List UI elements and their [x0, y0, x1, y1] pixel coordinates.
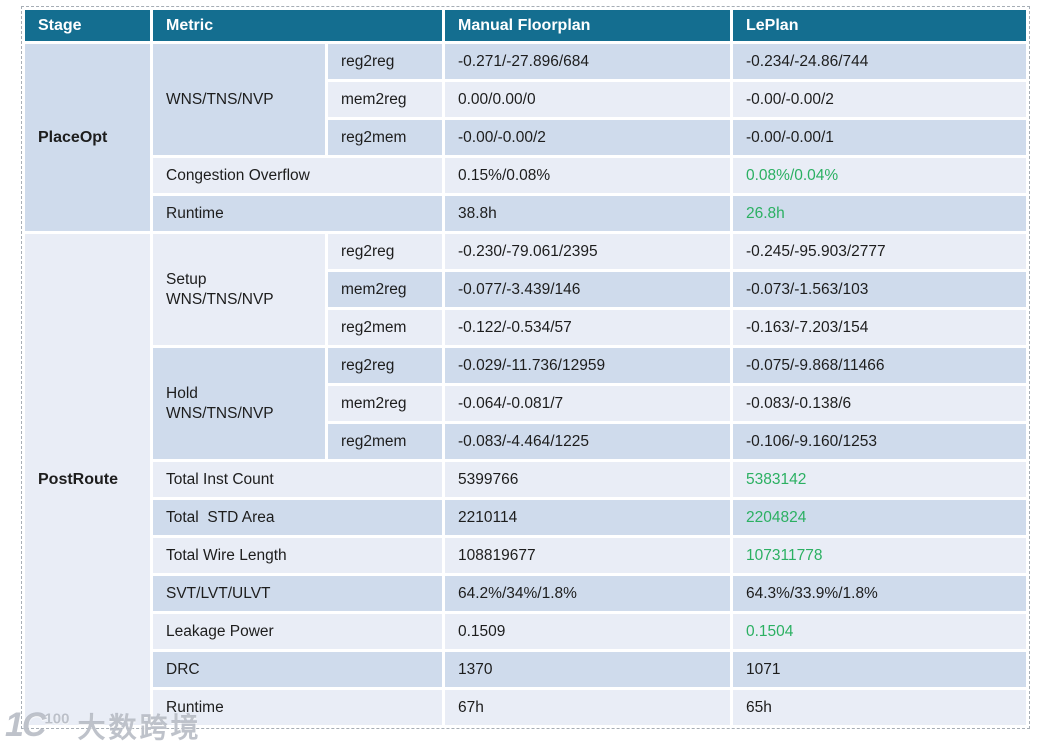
submetric-cell: mem2reg [328, 386, 442, 421]
manual-value-cell: 0.1509 [445, 614, 730, 649]
table-row: reg2mem -0.083/-4.464/1225 -0.106/-9.160… [25, 424, 1026, 459]
leplan-value-cell: 0.08%/0.04% [733, 158, 1026, 193]
metric-cell-setup-wns-tns-nvp: Setup WNS/TNS/NVP [153, 234, 325, 345]
leplan-value-cell: 26.8h [733, 196, 1026, 231]
table-row: Runtime 38.8h 26.8h [25, 196, 1026, 231]
table-row: Total STD Area 2210114 2204824 [25, 500, 1026, 535]
header-manual-floorplan: Manual Floorplan [445, 10, 730, 41]
submetric-cell: mem2reg [328, 82, 442, 117]
manual-value-cell: -0.00/-0.00/2 [445, 120, 730, 155]
metric-cell-total-inst-count: Total Inst Count [153, 462, 442, 497]
submetric-cell: reg2reg [328, 348, 442, 383]
table-row: Total Inst Count 5399766 5383142 [25, 462, 1026, 497]
manual-value-cell: 0.00/0.00/0 [445, 82, 730, 117]
leplan-value-cell: -0.245/-95.903/2777 [733, 234, 1026, 269]
manual-value-cell: 1370 [445, 652, 730, 687]
leplan-value-cell: -0.234/-24.86/744 [733, 44, 1026, 79]
manual-value-cell: 2210114 [445, 500, 730, 535]
table-row: Hold WNS/TNS/NVP reg2reg -0.029/-11.736/… [25, 348, 1026, 459]
leplan-value-cell: -0.075/-9.868/11466 [733, 348, 1026, 383]
header-metric: Metric [153, 10, 442, 41]
manual-value-cell: -0.122/-0.534/57 [445, 310, 730, 345]
leplan-value-cell: -0.163/-7.203/154 [733, 310, 1026, 345]
table-row: reg2mem -0.122/-0.534/57 -0.163/-7.203/1… [25, 310, 1026, 345]
metric-cell-wns-tns-nvp: WNS/TNS/NVP [153, 44, 325, 155]
leplan-value-cell: -0.00/-0.00/1 [733, 120, 1026, 155]
table-row: mem2reg -0.077/-3.439/146 -0.073/-1.563/… [25, 272, 1026, 307]
submetric-cell: mem2reg [328, 272, 442, 307]
metric-cell-hold-wns-tns-nvp: Hold WNS/TNS/NVP [153, 348, 325, 459]
table-row: PostRoute Setup WNS/TNS/NVP reg2reg -0.2… [25, 234, 1026, 725]
table-row: mem2reg 0.00/0.00/0 -0.00/-0.00/2 [25, 82, 1026, 117]
manual-value-cell: 64.2%/34%/1.8% [445, 576, 730, 611]
manual-value-cell: -0.230/-79.061/2395 [445, 234, 730, 269]
manual-value-cell: 67h [445, 690, 730, 725]
leplan-value-cell: -0.083/-0.138/6 [733, 386, 1026, 421]
leplan-value-cell: -0.00/-0.00/2 [733, 82, 1026, 117]
manual-value-cell: -0.029/-11.736/12959 [445, 348, 730, 383]
leplan-value-cell: 64.3%/33.9%/1.8% [733, 576, 1026, 611]
submetric-cell: reg2mem [328, 310, 442, 345]
manual-value-cell: 108819677 [445, 538, 730, 573]
leplan-value-cell: 5383142 [733, 462, 1026, 497]
leplan-value-cell: 1071 [733, 652, 1026, 687]
submetric-cell: reg2mem [328, 120, 442, 155]
metric-cell-runtime-postroute: Runtime [153, 690, 442, 725]
metric-cell-congestion-overflow: Congestion Overflow [153, 158, 442, 193]
comparison-table-container: Stage Metric Manual Floorplan LePlan Pla… [21, 6, 1030, 729]
leplan-value-cell: 2204824 [733, 500, 1026, 535]
submetric-cell: reg2mem [328, 424, 442, 459]
leplan-value-cell: 0.1504 [733, 614, 1026, 649]
metric-cell-total-wire-length: Total Wire Length [153, 538, 442, 573]
leplan-value-cell: 107311778 [733, 538, 1026, 573]
floorplan-comparison-table: Stage Metric Manual Floorplan LePlan Pla… [22, 7, 1029, 728]
metric-cell-leakage-power: Leakage Power [153, 614, 442, 649]
header-stage: Stage [25, 10, 150, 41]
metric-cell-runtime: Runtime [153, 196, 442, 231]
manual-value-cell: -0.064/-0.081/7 [445, 386, 730, 421]
table-row: reg2mem -0.00/-0.00/2 -0.00/-0.00/1 [25, 120, 1026, 155]
table-row: Runtime 67h 65h [25, 690, 1026, 725]
submetric-cell: reg2reg [328, 234, 442, 269]
table-row: DRC 1370 1071 [25, 652, 1026, 687]
table-row: SVT/LVT/ULVT 64.2%/34%/1.8% 64.3%/33.9%/… [25, 576, 1026, 611]
table-row: PlaceOpt WNS/TNS/NVP reg2reg -0.271/-27.… [25, 44, 1026, 231]
leplan-value-cell: -0.106/-9.160/1253 [733, 424, 1026, 459]
table-row: mem2reg -0.064/-0.081/7 -0.083/-0.138/6 [25, 386, 1026, 421]
manual-value-cell: 38.8h [445, 196, 730, 231]
manual-value-cell: -0.077/-3.439/146 [445, 272, 730, 307]
table-row: Congestion Overflow 0.15%/0.08% 0.08%/0.… [25, 158, 1026, 193]
manual-value-cell: -0.271/-27.896/684 [445, 44, 730, 79]
leplan-value-cell: 65h [733, 690, 1026, 725]
table-row: Total Wire Length 108819677 107311778 [25, 538, 1026, 573]
metric-cell-total-std-area: Total STD Area [153, 500, 442, 535]
submetric-cell: reg2reg [328, 44, 442, 79]
manual-value-cell: 5399766 [445, 462, 730, 497]
table-row: Leakage Power 0.1509 0.1504 [25, 614, 1026, 649]
leplan-value-cell: -0.073/-1.563/103 [733, 272, 1026, 307]
header-leplan: LePlan [733, 10, 1026, 41]
stage-cell-placeopt: PlaceOpt [25, 44, 150, 231]
header-row: Stage Metric Manual Floorplan LePlan [25, 10, 1026, 41]
manual-value-cell: 0.15%/0.08% [445, 158, 730, 193]
metric-cell-drc: DRC [153, 652, 442, 687]
stage-cell-postroute: PostRoute [25, 234, 150, 725]
manual-value-cell: -0.083/-4.464/1225 [445, 424, 730, 459]
metric-cell-svt-lvt-ulvt: SVT/LVT/ULVT [153, 576, 442, 611]
